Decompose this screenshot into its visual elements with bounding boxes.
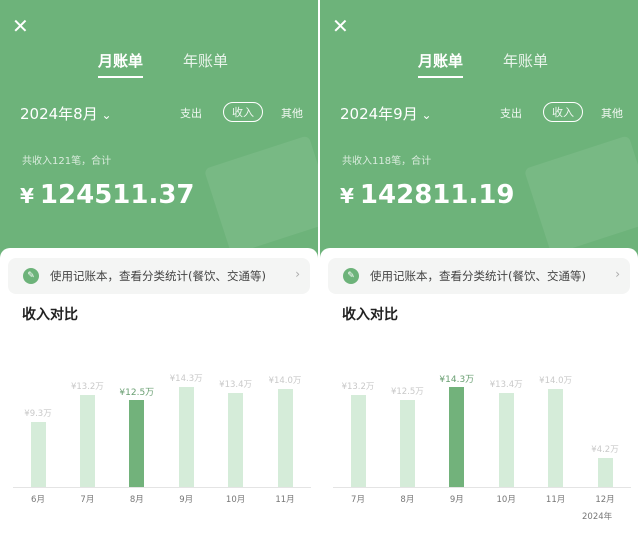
tab-yearly[interactable]: 年账单 [503,52,549,70]
close-icon[interactable]: ✕ [12,14,29,38]
chart-bar-7月[interactable] [350,394,366,487]
banner-text: 使用记账本，查看分类统计(餐饮、交通等) [370,269,586,283]
bar-value-label: ¥12.5万 [390,386,424,397]
x-axis-label: 10月 [496,495,516,505]
type-filter-1[interactable]: 收入 [223,102,263,122]
month-label: 2024年9月 [340,105,418,123]
chart-bar-10月[interactable] [498,393,514,487]
content-card: ✎ 使用记账本，查看分类统计(餐饮、交通等) › 收入对比 ¥9.3万 6月 ¥13.2万 7… [0,248,318,559]
total-amount: ¥124511.37 [20,180,195,210]
chart-bar-8月[interactable] [399,399,415,487]
chart-bar-7月[interactable] [79,394,95,487]
bar-value-label: ¥4.2万 [591,444,619,455]
statement-panel: ✕ 月账单 年账单 2024年9月 ⌄ 支出 收入 其他 共收入118笔，合计 ¥142811.… [320,0,638,559]
x-axis-label: 8月 [400,495,415,505]
bar-value-label: ¥14.3万 [169,373,203,384]
x-axis-label: 11月 [545,495,566,505]
x-axis-label: 12月 [595,495,615,505]
decorative-bill-graphic [203,135,318,255]
banner-text: 使用记账本，查看分类统计(餐饮、交通等) [50,269,266,283]
ledger-icon: ✎ [343,268,359,284]
currency-symbol: ¥ [340,184,354,208]
header: ✕ 月账单 年账单 2024年9月 ⌄ 支出 收入 其他共收入118笔，合计 ¥142811.… [320,0,638,262]
currency-symbol: ¥ [20,184,34,208]
bar-value-label: ¥14.3万 [439,374,475,385]
chart-title: 收入对比 [342,307,398,323]
bar-value-label: ¥12.5万 [119,387,155,398]
type-filter-2[interactable]: 其他 [601,107,623,120]
decorative-bill-graphic [523,135,638,255]
x-axis-label: 10月 [225,495,246,505]
ledger-banner[interactable]: ✎ 使用记账本，查看分类统计(餐饮、交通等) › [328,258,630,294]
x-axis-label: 7月 [80,495,95,505]
tab-yearly[interactable]: 年账单 [183,52,229,70]
chart-bar-9月[interactable] [449,386,465,487]
ledger-banner[interactable]: ✎ 使用记账本，查看分类统计(餐饮、交通等) › [8,258,310,294]
tab-monthly[interactable]: 月账单 [98,52,144,78]
bar-value-label: ¥14.0万 [539,376,573,386]
summary-text: 共收入121笔，合计 [22,156,112,167]
summary-text: 共收入118笔，合计 [342,156,432,167]
ledger-icon: ✎ [23,268,39,284]
type-filter-0[interactable]: 支出 [500,107,522,120]
chevron-down-icon: ⌄ [97,108,112,122]
month-selector[interactable]: 2024年9月 ⌄ [340,103,432,124]
tab-monthly[interactable]: 月账单 [418,52,464,78]
bar-value-label: ¥9.3万 [24,408,52,419]
bar-value-label: ¥13.4万 [489,380,523,391]
chart-bar-10月[interactable] [228,393,244,487]
chart-bar-8月[interactable] [129,399,145,487]
x-axis-label: 6月 [31,495,45,505]
type-filter-1[interactable]: 收入 [543,102,583,122]
amount-value: 124511.37 [39,180,195,210]
chart-bar-9月[interactable] [178,386,194,487]
chevron-down-icon: ⌄ [417,108,432,122]
type-filter-2[interactable]: 其他 [281,107,303,120]
header: ✕ 月账单 年账单 2024年8月 ⌄ 支出 收入 其他共收入121笔，合计 ¥124511.… [0,0,318,262]
x-axis-label: 7月 [351,495,365,505]
year-label: 2024年 [582,512,613,522]
chevron-right-icon: › [615,267,620,281]
amount-value: 142811.19 [359,180,515,210]
chart-axis [13,487,311,488]
x-axis-label: 9月 [179,495,194,505]
chart-bar-11月[interactable] [277,389,293,487]
close-icon[interactable]: ✕ [332,14,349,38]
chart-bar-12月[interactable] [597,457,613,487]
chart-bar-6月[interactable] [30,421,46,487]
chart-title: 收入对比 [22,307,78,323]
month-label: 2024年8月 [20,105,98,123]
statement-panel: ✕ 月账单 年账单 2024年8月 ⌄ 支出 收入 其他共收入121笔，合计 ¥124511.… [0,0,318,559]
type-filter-0[interactable]: 支出 [180,107,202,120]
bar-value-label: ¥13.2万 [341,381,375,392]
bar-value-label: ¥14.0万 [268,376,302,386]
bar-value-label: ¥13.2万 [70,381,104,392]
x-axis-label: 11月 [275,495,295,505]
bar-value-label: ¥13.4万 [219,380,253,391]
total-amount: ¥142811.19 [340,180,515,210]
chart-bar-11月[interactable] [548,389,564,487]
x-axis-label: 8月 [129,495,144,505]
content-card: ✎ 使用记账本，查看分类统计(餐饮、交通等) › 收入对比 ¥13.2万 7月 ¥12.5万… [320,248,638,559]
month-selector[interactable]: 2024年8月 ⌄ [20,103,112,124]
x-axis-label: 9月 [449,495,464,505]
chart-axis [333,487,631,488]
chevron-right-icon: › [295,267,300,281]
